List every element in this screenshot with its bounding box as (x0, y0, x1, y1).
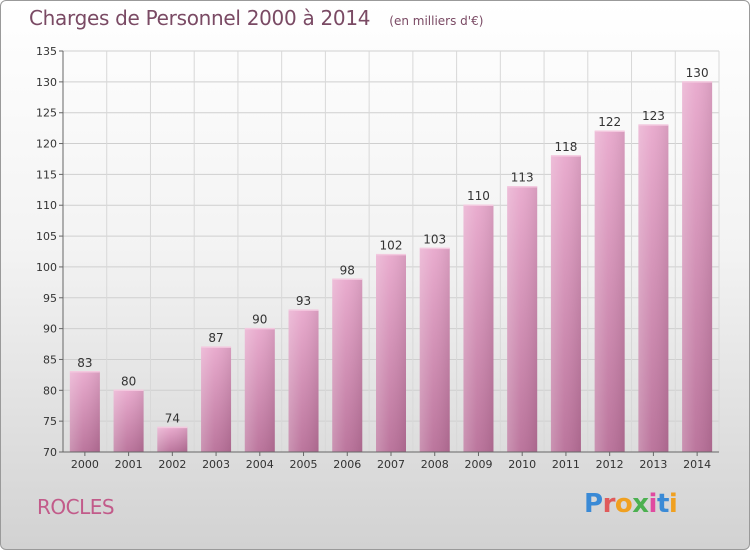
y-tick-label: 80 (43, 384, 57, 397)
x-tick-label: 2001 (115, 458, 143, 471)
x-tick-label: 2003 (202, 458, 230, 471)
bar-shine (463, 205, 494, 452)
bar-shine (594, 131, 625, 452)
y-tick-label: 105 (36, 230, 57, 243)
bar-shine (288, 310, 319, 452)
y-tick-label: 115 (36, 168, 57, 181)
x-tick-label: 2010 (508, 458, 536, 471)
data-label: 83 (77, 356, 92, 370)
x-tick-label: 2008 (421, 458, 449, 471)
data-label: 87 (208, 331, 223, 345)
bar-shine (157, 427, 188, 452)
data-label: 130 (686, 66, 709, 80)
y-tick-label: 90 (43, 323, 57, 336)
y-tick-label: 135 (36, 45, 57, 58)
x-tick-label: 2005 (290, 458, 318, 471)
y-tick-label: 85 (43, 353, 57, 366)
bar-shine (113, 390, 144, 452)
proxiti-logo[interactable]: Proxiti (584, 489, 678, 519)
data-label: 118 (554, 140, 577, 154)
data-label: 113 (511, 171, 534, 185)
y-tick-label: 70 (43, 446, 57, 459)
y-tick-label: 120 (36, 138, 57, 151)
bar-shine (419, 248, 450, 452)
x-tick-label: 2014 (683, 458, 711, 471)
data-label: 93 (296, 294, 311, 308)
x-tick-label: 2006 (333, 458, 361, 471)
bar-shine (638, 125, 669, 453)
bar-shine (244, 328, 275, 452)
bars-layer (69, 81, 713, 453)
data-label: 74 (165, 411, 180, 425)
chart-title: Charges de Personnel 2000 à 2014 (29, 6, 371, 30)
y-tick-label: 130 (36, 76, 57, 89)
y-tick-label: 125 (36, 107, 57, 120)
data-label: 103 (423, 232, 446, 246)
x-tick-label: 2013 (639, 458, 667, 471)
y-tick-label: 100 (36, 261, 57, 274)
bar-shine (507, 186, 538, 452)
data-label: 110 (467, 189, 490, 203)
x-tick-label: 2007 (377, 458, 405, 471)
data-label: 90 (252, 313, 267, 327)
bar-shine (69, 371, 100, 452)
data-label: 102 (380, 239, 403, 253)
labels-layer: 83 80 74 87 90 93 98 102 103 110 113 118 122 123 130 (77, 66, 708, 425)
town-name: ROCLES (37, 495, 115, 519)
data-label: 98 (340, 263, 355, 277)
chart-title-row: Charges de Personnel 2000 à 2014 (en mil… (29, 6, 483, 30)
y-tick-label: 75 (43, 415, 57, 428)
x-tick-label: 2012 (596, 458, 624, 471)
x-tick-label: 2011 (552, 458, 580, 471)
x-tick-label: 2000 (71, 458, 99, 471)
bar-shine (550, 155, 581, 452)
data-label: 123 (642, 109, 665, 123)
chart-unit: (en milliers d'€) (389, 14, 484, 28)
bar-shine (376, 254, 406, 452)
data-label: 122 (598, 115, 621, 129)
y-tick-label: 110 (36, 199, 57, 212)
bar-shine (682, 81, 713, 452)
bar-shine (332, 279, 363, 452)
x-tick-label: 2009 (464, 458, 492, 471)
data-label: 80 (121, 374, 136, 388)
x-tick-label: 2002 (158, 458, 186, 471)
axis-layer: 70 75 80 85 90 95 100 105 110 115 120 125 130 135 2000… (36, 45, 719, 471)
x-tick-label: 2004 (246, 458, 274, 471)
bar-shine (201, 347, 232, 452)
y-tick-label: 95 (43, 292, 57, 305)
